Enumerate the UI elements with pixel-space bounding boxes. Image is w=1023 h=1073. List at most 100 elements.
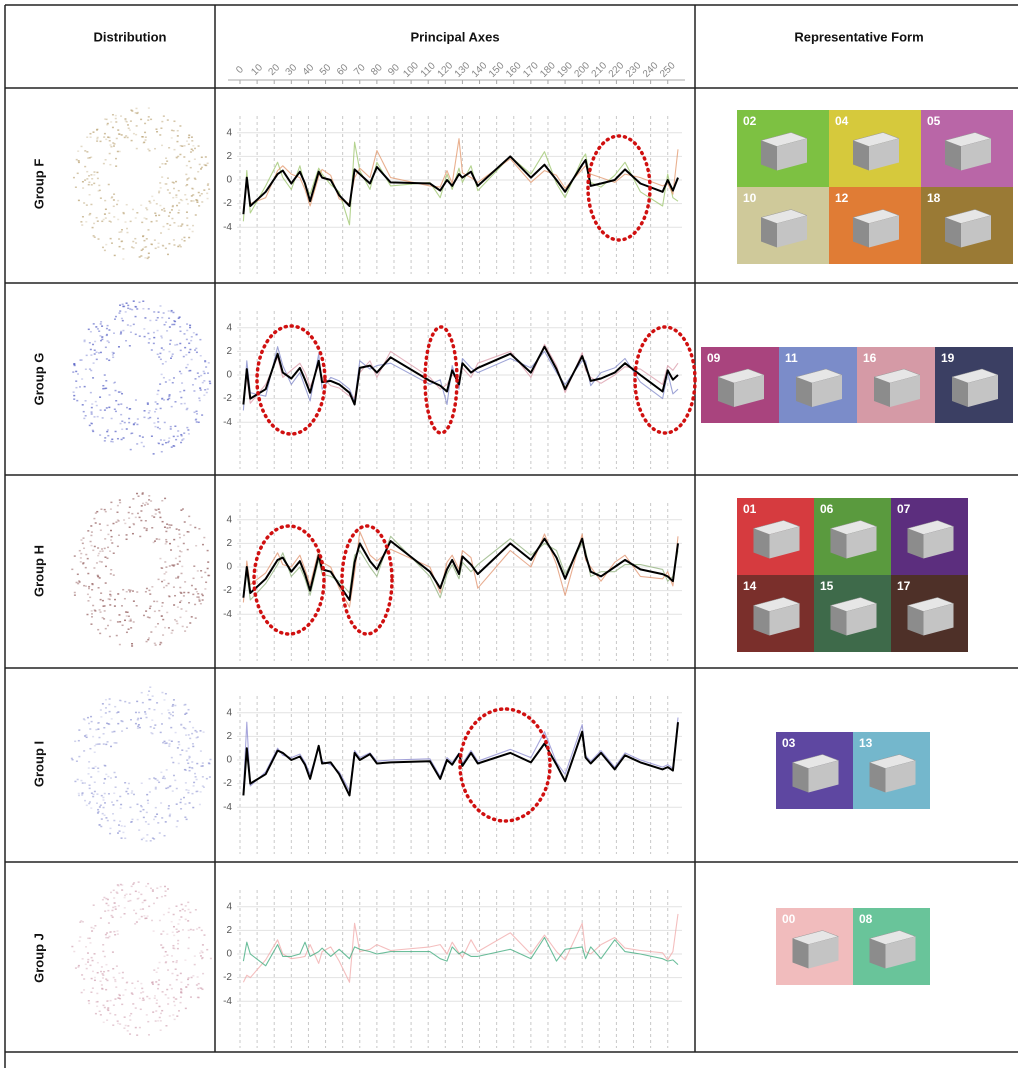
distribution-dot	[91, 413, 93, 415]
distribution-dot	[201, 989, 203, 991]
distribution-dot	[112, 354, 114, 356]
y-tick-label: -2	[223, 198, 232, 209]
distribution-dot	[125, 135, 127, 137]
form-label: 12	[835, 191, 849, 205]
distribution-dot	[165, 361, 167, 363]
distribution-dot	[187, 549, 189, 551]
distribution-dot	[164, 422, 166, 424]
distribution-dot	[175, 558, 177, 560]
distribution-dot	[113, 820, 115, 822]
distribution-dot	[149, 686, 151, 688]
y-tick-label: -2	[223, 972, 232, 983]
distribution-dot	[113, 382, 115, 384]
distribution-dot	[107, 741, 109, 743]
distribution-dot	[120, 414, 122, 416]
distribution-dot	[127, 788, 129, 790]
distribution-dot	[188, 930, 190, 932]
distribution-dot	[153, 343, 155, 345]
distribution-dot	[93, 223, 95, 225]
distribution-dot	[182, 929, 184, 931]
distribution-dot	[192, 746, 194, 748]
distribution-dot	[121, 605, 123, 607]
distribution-dot	[90, 331, 92, 333]
distribution-dot	[113, 199, 115, 201]
distribution-dot	[103, 1005, 105, 1007]
distribution-dot	[178, 763, 180, 765]
distribution-dot	[104, 437, 106, 439]
distribution-dot	[104, 548, 106, 550]
distribution-dot	[177, 943, 179, 945]
distribution-dot	[186, 211, 188, 213]
distribution-dot	[194, 349, 196, 351]
distribution-dot	[189, 912, 191, 914]
distribution-dot	[151, 515, 153, 517]
distribution-dot	[90, 776, 92, 778]
distribution-dot	[88, 761, 90, 763]
distribution-dot	[169, 343, 171, 345]
distribution-dot	[107, 525, 109, 527]
distribution-dot	[191, 761, 193, 763]
distribution-dot	[154, 509, 156, 511]
distribution-dot	[168, 908, 170, 910]
distribution-dot	[82, 562, 84, 564]
distribution-dot	[107, 123, 109, 125]
distribution-dot	[80, 539, 82, 541]
distribution-dot	[104, 213, 106, 215]
distribution-dot	[107, 820, 109, 822]
distribution-dot	[156, 702, 158, 704]
distribution-dot	[125, 1025, 127, 1027]
distribution-dot	[196, 413, 198, 415]
distribution-dot	[138, 881, 140, 883]
distribution-dot	[169, 379, 171, 381]
distribution-dot	[165, 821, 167, 823]
distribution-dot	[138, 918, 140, 920]
distribution-dot	[86, 737, 88, 739]
distribution-dot	[188, 790, 190, 792]
distribution-dot	[88, 586, 90, 588]
distribution-dot	[169, 527, 171, 529]
distribution-dot	[92, 987, 94, 989]
distribution-dot	[109, 550, 111, 552]
distribution-dot	[198, 192, 200, 194]
distribution-dot	[195, 378, 197, 380]
distribution-dot	[106, 1019, 108, 1021]
distribution-dot	[164, 627, 166, 629]
distribution-dot	[170, 340, 172, 342]
distribution-dot	[116, 800, 118, 802]
distribution-dot	[200, 791, 202, 793]
distribution-dot	[144, 410, 146, 412]
distribution-dot	[80, 553, 82, 555]
distribution-dot	[198, 376, 200, 378]
distribution-dot	[115, 400, 117, 402]
distribution-dot	[101, 325, 103, 327]
distribution-dot	[93, 235, 95, 237]
distribution-dot	[184, 240, 186, 242]
distribution-dot	[147, 119, 149, 121]
distribution-dot	[157, 427, 159, 429]
distribution-dot	[155, 401, 157, 403]
distribution-dot	[191, 767, 193, 769]
distribution-dot	[126, 539, 128, 541]
distribution-dot	[94, 791, 96, 793]
distribution-dot	[208, 763, 210, 765]
distribution-dot	[130, 120, 132, 122]
distribution-dot	[109, 140, 111, 142]
distribution-dot	[132, 1003, 134, 1005]
distribution-dot	[165, 1025, 167, 1027]
distribution-dot	[92, 227, 94, 229]
distribution-dot	[77, 373, 79, 375]
distribution-dot	[195, 348, 197, 350]
distribution-dot	[175, 194, 177, 196]
distribution-dot	[108, 329, 110, 331]
distribution-dot	[161, 615, 163, 617]
distribution-dot	[152, 837, 154, 839]
distribution-dot	[126, 121, 128, 123]
distribution-dot	[83, 989, 85, 991]
distribution-dot	[180, 600, 182, 602]
distribution-dot	[142, 809, 144, 811]
distribution-dot	[143, 817, 145, 819]
distribution-dot	[178, 210, 180, 212]
distribution-dot	[169, 326, 171, 328]
distribution-dot	[170, 714, 172, 716]
distribution-dot	[179, 154, 181, 156]
